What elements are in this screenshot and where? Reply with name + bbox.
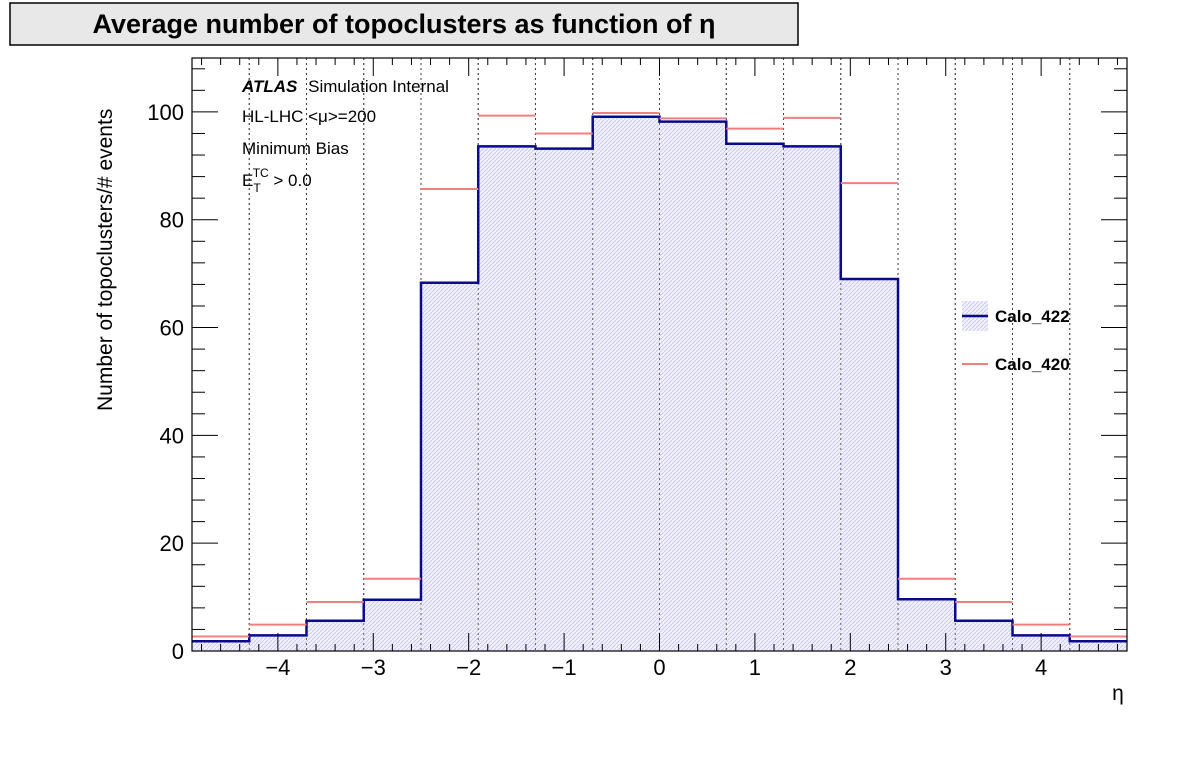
y-tick-label: 0 xyxy=(172,639,184,664)
y-axis-title: Number of topoclusters/# events xyxy=(94,109,117,411)
hist-bar-calo-422 xyxy=(592,116,660,651)
x-tick-label: 2 xyxy=(844,655,856,680)
x-axis-title: η xyxy=(1112,682,1124,705)
x-tick-label: 1 xyxy=(749,655,761,680)
atlas-annotation: ATLAS Simulation Internal HL-LHC <μ>=200… xyxy=(241,77,449,195)
hist-bar-calo-422 xyxy=(659,121,727,651)
y-tick-label: 100 xyxy=(147,100,184,125)
annotation-mu: HL-LHC <μ>=200 xyxy=(242,107,376,126)
hist-bar-calo-422 xyxy=(726,143,784,651)
chart-title: Average number of topoclusters as functi… xyxy=(92,9,715,39)
y-tick-label: 20 xyxy=(160,531,184,556)
x-tick-label: −4 xyxy=(265,655,290,680)
hist-bar-calo-422 xyxy=(898,599,956,651)
title-box xyxy=(9,2,799,46)
legend: Calo_422 Calo_420 xyxy=(962,301,1070,374)
x-tick-label: −3 xyxy=(361,655,386,680)
svg-text:ATLAS Simulation Inter: ATLAS Simulation Internal xyxy=(241,77,449,96)
atlas-sublabel: Simulation Internal xyxy=(308,77,449,96)
atlas-label: ATLAS xyxy=(241,77,298,96)
x-tick-label: 3 xyxy=(940,655,952,680)
hist-bar-calo-422 xyxy=(363,599,421,651)
hist-bar-calo-422 xyxy=(478,146,536,652)
legend-label-calo-422: Calo_422 xyxy=(995,307,1070,326)
y-tick-label: 60 xyxy=(160,316,184,341)
annotation-minbias: Minimum Bias xyxy=(242,139,349,158)
y-tick-label: 40 xyxy=(160,423,184,448)
x-tick-label: 0 xyxy=(653,655,665,680)
x-tick-label: −2 xyxy=(456,655,481,680)
hist-bar-calo-422 xyxy=(783,146,841,652)
x-tick-label: −1 xyxy=(552,655,577,680)
axes xyxy=(191,57,1128,652)
annotation-et: ETTC > 0.0 xyxy=(242,166,312,195)
hist-bar-calo-422 xyxy=(420,282,479,651)
x-tick-label: 4 xyxy=(1035,655,1047,680)
legend-label-calo-420: Calo_420 xyxy=(995,355,1070,374)
hist-bar-calo-422 xyxy=(840,279,899,651)
hist-bar-calo-422 xyxy=(535,148,593,652)
y-tick-label: 80 xyxy=(160,208,184,233)
series-layer xyxy=(192,58,1127,652)
